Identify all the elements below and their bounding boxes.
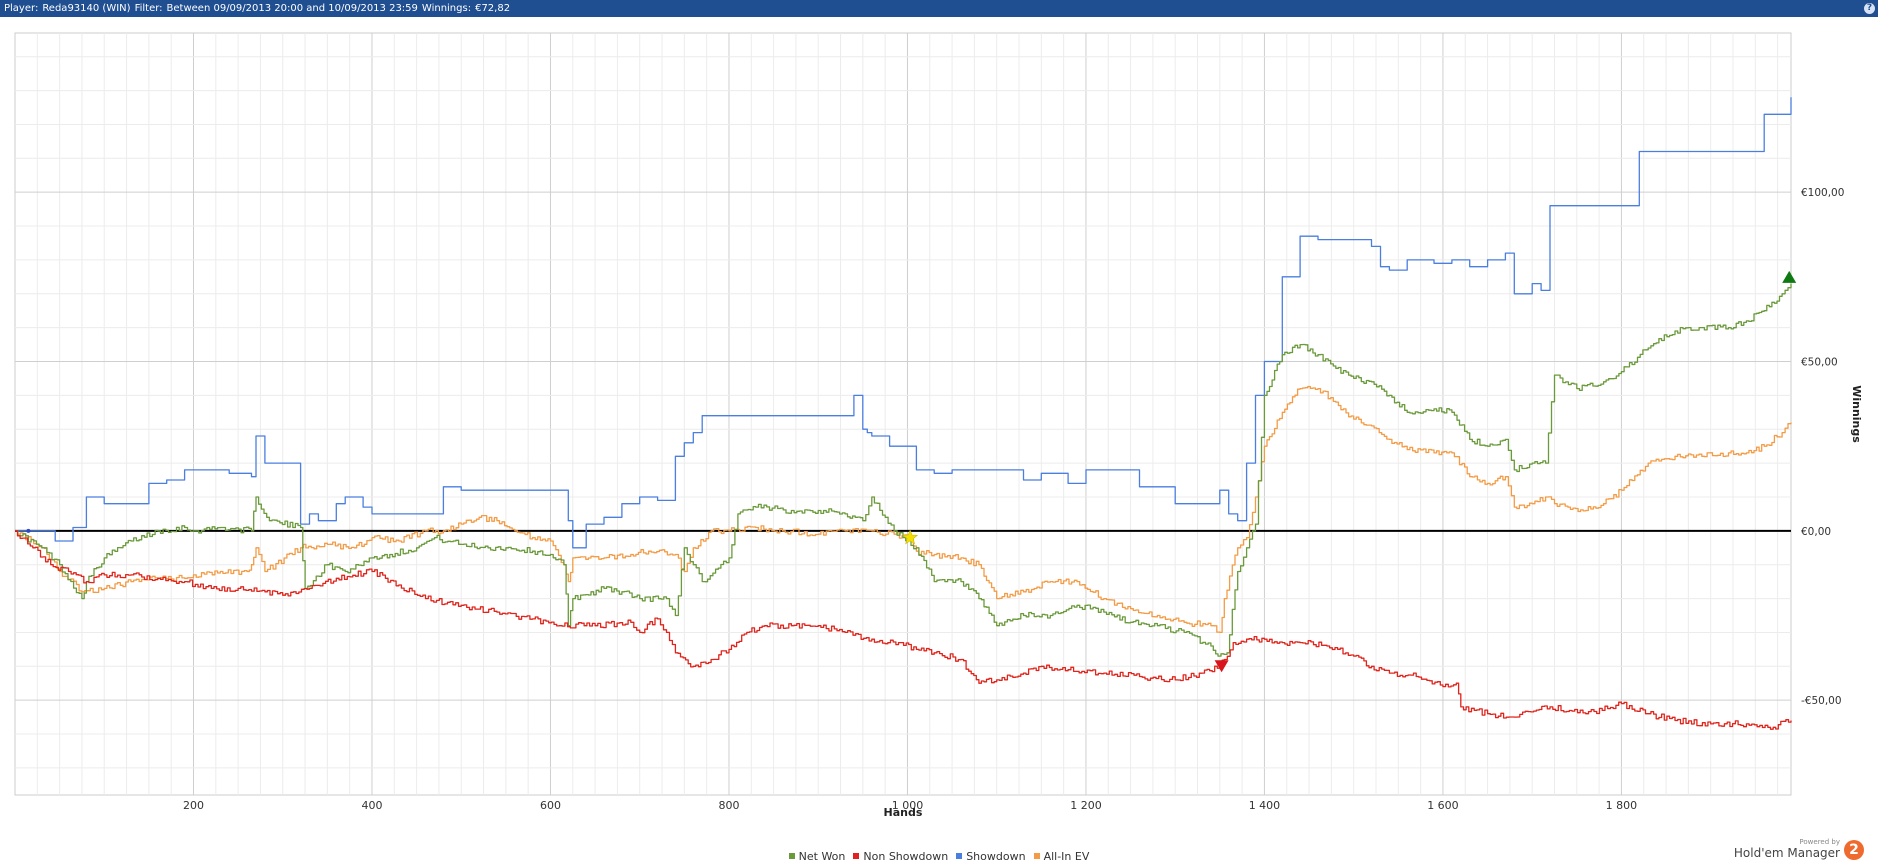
x-tick-label: 400 (361, 799, 382, 812)
legend-item-all-in-ev[interactable]: All-In EV (1033, 849, 1090, 863)
player-value: Reda93140 (WIN) (42, 3, 131, 14)
x-tick-label: 1 000 (892, 799, 924, 812)
x-tick-label: 200 (183, 799, 204, 812)
y-tick-label: €100,00 (1801, 187, 1844, 199)
series-line-showdown (15, 97, 1792, 549)
plot-area (14, 32, 1792, 796)
x-tick-label: 800 (718, 799, 739, 812)
legend-swatch-non-showdown (853, 853, 860, 859)
legend-item-non-showdown[interactable]: Non Showdown (853, 850, 948, 863)
brand-name: Hold'em Manager (1733, 846, 1840, 860)
legend-swatch-all-in-ev (1033, 853, 1040, 859)
marker-layer (902, 270, 1797, 673)
x-tick-labels: 200 400 600 800 1 000 1 200 1 400 1 600 1 800 (183, 799, 1637, 812)
filter-label: Filter: (134, 3, 163, 14)
x-tick-label: 1 400 (1249, 799, 1281, 812)
player-label: Player: (4, 3, 39, 14)
winnings-label: Winnings: (421, 3, 472, 14)
legend-label-net-won: Net Won (798, 849, 846, 863)
x-tick-label: 1 200 (1070, 799, 1102, 812)
x-tick-label: 600 (540, 799, 561, 812)
y-tick-label: -€50,00 (1801, 695, 1842, 707)
legend: Net Won Non Showdown Showdown All-In EV (0, 848, 1878, 864)
high-point-marker (1782, 270, 1797, 283)
legend-swatch-showdown (956, 853, 963, 859)
y-tick-label: €0,00 (1801, 526, 1831, 538)
help-icon[interactable]: ? (1864, 3, 1875, 14)
legend-label-all-in-ev: All-In EV (1043, 849, 1090, 863)
series-line-non-showdown (15, 530, 1792, 730)
legend-item-net-won[interactable]: Net Won (788, 849, 846, 863)
powered-by-label: Powered by (1799, 838, 1840, 846)
legend-item-showdown[interactable]: Showdown (956, 849, 1026, 863)
brand-logo-icon: 2 (1844, 840, 1864, 860)
x-tick-label: 1 600 (1427, 799, 1459, 812)
branding-text: Powered by Hold'em Manager (1734, 838, 1840, 860)
legend-label-non-showdown: Non Showdown (863, 849, 949, 863)
start-point (26, 528, 31, 533)
low-point-marker (1214, 660, 1229, 673)
filter-value: Between 09/09/2013 20:00 and 10/09/2013 … (166, 3, 418, 14)
legend-label-showdown: Showdown (966, 849, 1026, 863)
winnings-value: €72,82 (475, 3, 511, 14)
y-axis-label: Winnings (1850, 385, 1863, 443)
winnings-chart: 200 400 600 800 1 000 1 200 1 400 1 600 1 800 €1… (14, 32, 1863, 819)
legend-swatch-net-won (788, 853, 795, 859)
x-axis-label: Hands (884, 806, 923, 819)
title-bar: Player: Reda93140 (WIN) Filter: Between … (0, 0, 1878, 17)
x-tick-label: 1 800 (1606, 799, 1638, 812)
y-tick-label: €50,00 (1801, 357, 1838, 369)
star-marker (902, 529, 919, 545)
branding: Powered by Hold'em Manager 2 (1734, 838, 1864, 860)
series-layer (15, 97, 1792, 730)
grid (15, 33, 1791, 795)
y-tick-labels: €100,00 €50,00 €0,00 -€50,00 (1801, 187, 1844, 707)
